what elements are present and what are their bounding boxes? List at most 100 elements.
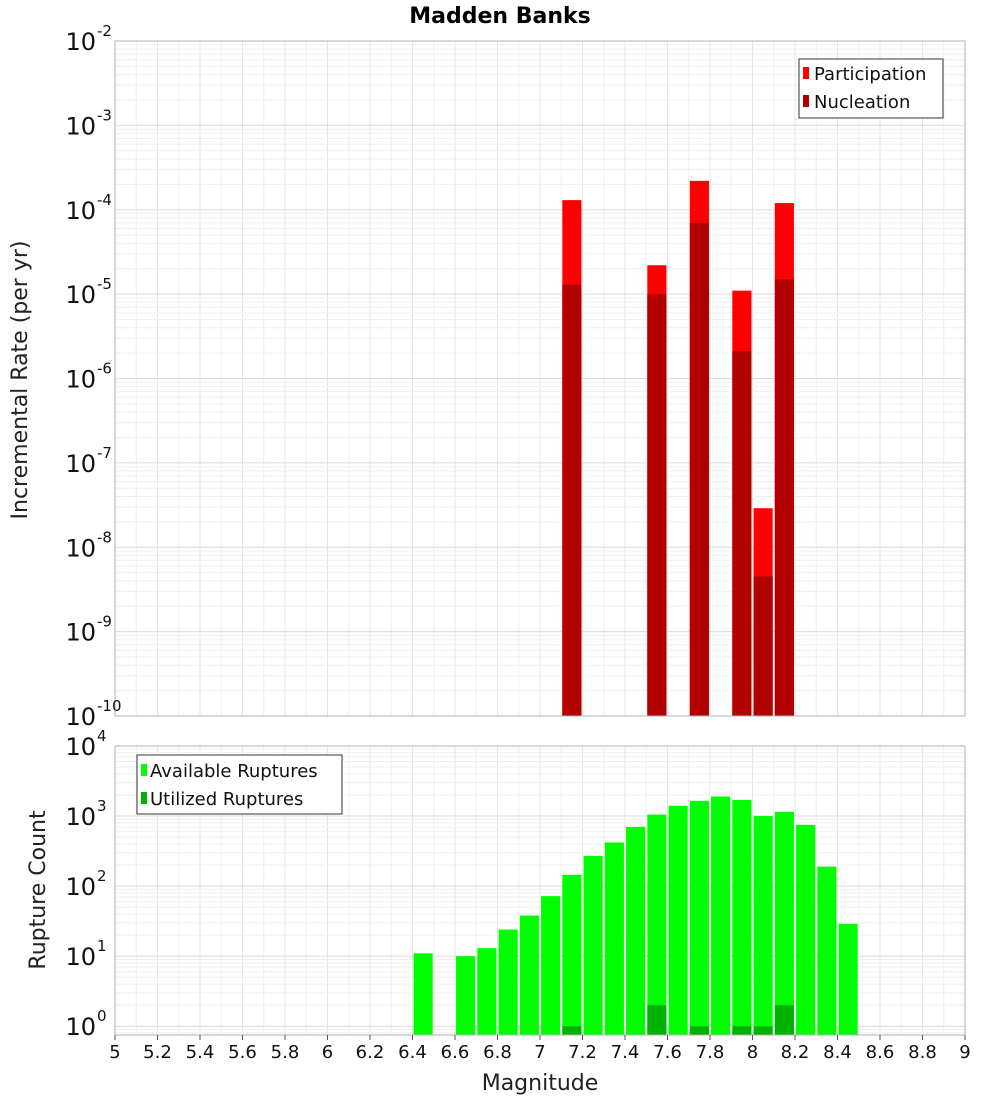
y-tick-label: 10 [65, 873, 96, 901]
available-ruptures-bar [562, 874, 582, 1035]
nucleation-bar [689, 222, 709, 716]
y-tick-exponent: 4 [97, 727, 107, 745]
y-tick-label: 10 [65, 703, 96, 731]
y-tick-exponent: 0 [97, 1007, 107, 1025]
y-tick-label: 10 [65, 28, 96, 56]
participation-legend-label: Participation [814, 64, 926, 85]
x-tick-label: 6.4 [398, 1042, 427, 1063]
available-ruptures-bar [583, 855, 603, 1035]
available-ruptures-bar [732, 799, 752, 1035]
x-tick-label: 7 [534, 1042, 545, 1063]
available-ruptures-bar [541, 896, 561, 1035]
y-tick-label: 10 [65, 733, 96, 761]
y-tick-exponent: 3 [97, 797, 107, 815]
x-tick-label: 5.2 [143, 1042, 172, 1063]
y-tick-exponent: -3 [97, 106, 112, 124]
available-legend-swatch [141, 764, 147, 776]
chart-title: Madden Banks [409, 4, 590, 29]
y-tick-label: 10 [65, 197, 96, 225]
bottom-bars [413, 796, 858, 1035]
x-tick-label: 5.6 [228, 1042, 257, 1063]
nucleation-legend-label: Nucleation [814, 92, 910, 113]
top-legend-box [798, 58, 944, 119]
x-tick-label: 8.4 [823, 1042, 852, 1063]
y-tick-label: 10 [65, 366, 96, 394]
available-ruptures-bar [668, 805, 688, 1035]
x-tick-label: 8.8 [908, 1042, 937, 1063]
x-tick-label: 8.2 [781, 1042, 810, 1063]
utilized-legend-label: Utilized Ruptures [150, 789, 303, 810]
nucleation-bar [753, 576, 773, 716]
top-grid [114, 41, 966, 717]
top-legend: Participation Nucleation [798, 58, 944, 119]
x-tick-label: 6 [322, 1042, 333, 1063]
available-ruptures-bar [774, 811, 794, 1035]
available-ruptures-bar [477, 948, 497, 1035]
y-tick-label: 10 [65, 112, 96, 140]
x-axis-label: Magnitude [482, 1071, 599, 1096]
nucleation-bar [774, 279, 794, 716]
x-tick-label: 5 [109, 1042, 120, 1063]
x-tick-label: 9 [959, 1042, 970, 1063]
available-ruptures-bar [604, 842, 624, 1035]
y-tick-label: 10 [65, 281, 96, 309]
y-tick-label: 10 [65, 803, 96, 831]
top-bars [562, 180, 794, 716]
utilized-ruptures-bar [732, 1026, 752, 1035]
available-legend-label: Available Ruptures [150, 761, 318, 782]
available-ruptures-bar [689, 800, 709, 1035]
x-tick-label: 8 [747, 1042, 758, 1063]
y-tick-exponent: -9 [97, 613, 112, 631]
y-tick-label: 10 [65, 943, 96, 971]
y-tick-label: 10 [65, 450, 96, 478]
x-tick-label: 6.8 [483, 1042, 512, 1063]
x-tick-label: 7.8 [696, 1042, 725, 1063]
available-ruptures-bar [711, 796, 731, 1035]
available-ruptures-bar [838, 923, 858, 1035]
x-tick-label: 6.6 [441, 1042, 470, 1063]
available-ruptures-bar [753, 816, 773, 1035]
top-y-axis-label: Incremental Rate (per yr) [8, 241, 33, 520]
available-ruptures-bar [519, 915, 539, 1035]
utilized-ruptures-bar [753, 1026, 773, 1035]
x-tick-label: 7.6 [653, 1042, 682, 1063]
x-ticks: 5 5.2 5.4 5.6 5.8 6 6.2 6.4 6.6 6.8 7 7.2 7.4 7.6 7.8 8… [109, 1035, 971, 1063]
available-ruptures-bar [626, 826, 646, 1035]
x-tick-label: 7.4 [611, 1042, 640, 1063]
top-plot-border [114, 40, 966, 717]
y-tick-exponent: -4 [97, 191, 112, 209]
available-ruptures-bar [817, 866, 837, 1035]
nucleation-bar [562, 284, 582, 716]
y-tick-label: 10 [65, 619, 96, 647]
x-tick-label: 5.8 [271, 1042, 300, 1063]
nucleation-bar [732, 351, 752, 716]
y-tick-exponent: -10 [97, 697, 122, 715]
x-tick-label: 6.2 [356, 1042, 385, 1063]
available-ruptures-bar [456, 956, 476, 1035]
utilized-ruptures-bar [689, 1026, 709, 1035]
available-ruptures-bar [647, 814, 667, 1035]
y-tick-exponent: -7 [97, 444, 112, 462]
available-ruptures-bar [498, 929, 518, 1035]
utilized-legend-swatch [141, 792, 147, 804]
y-tick-exponent: -5 [97, 275, 112, 293]
nucleation-legend-swatch [803, 95, 809, 107]
y-tick-exponent: -8 [97, 528, 112, 546]
utilized-ruptures-bar [774, 1005, 794, 1035]
bottom-legend-box [136, 754, 343, 815]
y-tick-label: 10 [65, 534, 96, 562]
x-tick-label: 5.4 [186, 1042, 215, 1063]
y-tick-exponent: -6 [97, 360, 112, 378]
x-tick-label: 7.2 [568, 1042, 597, 1063]
available-ruptures-bar [796, 824, 816, 1035]
x-tick-label: 8.6 [866, 1042, 895, 1063]
available-ruptures-bar [413, 953, 433, 1035]
bottom-y-axis-label: Rupture Count [26, 810, 51, 970]
y-tick-exponent: -2 [97, 22, 112, 40]
utilized-ruptures-bar [647, 1005, 667, 1035]
y-tick-exponent: 2 [97, 867, 107, 885]
